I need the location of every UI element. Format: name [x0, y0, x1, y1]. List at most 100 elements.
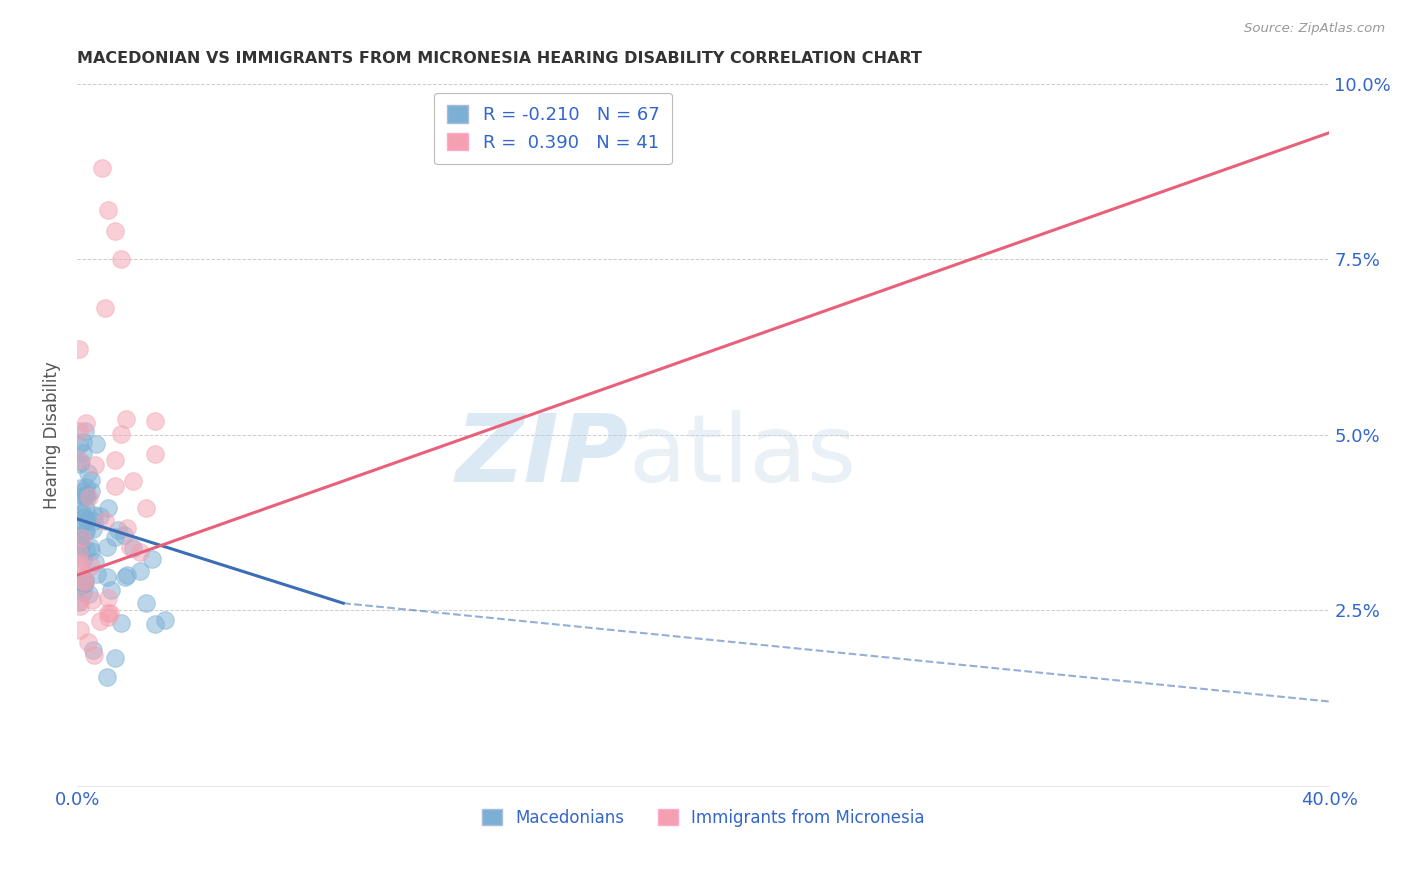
Point	[69, 623, 91, 637]
Point	[75, 488, 97, 502]
Point	[104, 452, 127, 467]
Point	[96, 670, 118, 684]
Point	[84, 437, 107, 451]
Point	[67, 525, 90, 540]
Point	[75, 542, 97, 557]
Point	[143, 616, 166, 631]
Point	[75, 524, 97, 539]
Point	[104, 224, 127, 238]
Point	[94, 514, 117, 528]
Point	[70, 506, 93, 520]
Point	[67, 595, 90, 609]
Point	[73, 575, 96, 590]
Point	[97, 591, 120, 605]
Point	[67, 538, 90, 552]
Point	[67, 555, 90, 569]
Point	[104, 530, 127, 544]
Point	[69, 599, 91, 614]
Point	[128, 545, 150, 559]
Point	[76, 467, 98, 481]
Point	[80, 593, 103, 607]
Point	[120, 541, 142, 555]
Point	[80, 473, 103, 487]
Point	[77, 587, 100, 601]
Point	[128, 564, 150, 578]
Point	[135, 501, 157, 516]
Point	[104, 479, 127, 493]
Point	[97, 202, 120, 217]
Point	[97, 607, 120, 621]
Point	[107, 523, 129, 537]
Point	[72, 531, 94, 545]
Point	[110, 252, 132, 266]
Point	[143, 414, 166, 428]
Point	[70, 571, 93, 585]
Point	[69, 458, 91, 472]
Point	[69, 593, 91, 607]
Point	[73, 577, 96, 591]
Point	[112, 528, 135, 542]
Point	[104, 650, 127, 665]
Text: MACEDONIAN VS IMMIGRANTS FROM MICRONESIA HEARING DISABILITY CORRELATION CHART: MACEDONIAN VS IMMIGRANTS FROM MICRONESIA…	[77, 51, 922, 66]
Point	[67, 342, 90, 356]
Point	[75, 524, 97, 539]
Point	[80, 558, 103, 573]
Point	[67, 546, 90, 560]
Point	[77, 490, 100, 504]
Point	[153, 613, 176, 627]
Point	[67, 452, 90, 467]
Point	[79, 484, 101, 499]
Point	[115, 567, 138, 582]
Point	[72, 434, 94, 449]
Point	[70, 541, 93, 555]
Legend: Macedonians, Immigrants from Micronesia: Macedonians, Immigrants from Micronesia	[475, 802, 931, 834]
Point	[76, 513, 98, 527]
Point	[72, 584, 94, 599]
Point	[122, 541, 145, 556]
Point	[94, 301, 117, 316]
Point	[97, 610, 120, 624]
Point	[75, 416, 97, 430]
Y-axis label: Hearing Disability: Hearing Disability	[44, 360, 60, 508]
Point	[83, 508, 105, 522]
Point	[67, 560, 90, 574]
Point	[110, 616, 132, 631]
Point	[143, 447, 166, 461]
Point	[82, 643, 104, 657]
Point	[91, 161, 114, 175]
Point	[135, 596, 157, 610]
Point	[73, 573, 96, 587]
Point	[75, 502, 97, 516]
Point	[67, 438, 90, 452]
Point	[110, 426, 132, 441]
Point	[114, 569, 136, 583]
Text: atlas: atlas	[628, 409, 856, 501]
Point	[72, 446, 94, 460]
Point	[69, 578, 91, 592]
Point	[141, 552, 163, 566]
Point	[72, 574, 94, 588]
Point	[84, 554, 107, 568]
Point	[82, 522, 104, 536]
Point	[76, 490, 98, 504]
Point	[79, 540, 101, 554]
Point	[96, 570, 118, 584]
Text: Source: ZipAtlas.com: Source: ZipAtlas.com	[1244, 22, 1385, 36]
Point	[76, 635, 98, 649]
Point	[73, 424, 96, 438]
Point	[69, 533, 91, 547]
Point	[73, 483, 96, 498]
Point	[100, 606, 122, 620]
Point	[97, 501, 120, 516]
Point	[89, 614, 111, 628]
Text: ZIP: ZIP	[456, 409, 628, 501]
Point	[69, 482, 91, 496]
Point	[73, 575, 96, 590]
Point	[70, 455, 93, 469]
Point	[115, 412, 138, 426]
Point	[73, 515, 96, 529]
Point	[73, 509, 96, 524]
Point	[122, 474, 145, 488]
Point	[86, 566, 108, 581]
Point	[73, 489, 96, 503]
